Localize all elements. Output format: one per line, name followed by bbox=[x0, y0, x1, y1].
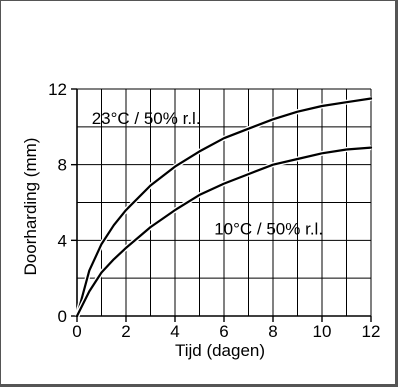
series-label-1: 23°C / 50% r.l. bbox=[92, 109, 201, 128]
y-axis-title: Doorharding (mm) bbox=[21, 138, 40, 276]
x-tick-label: 2 bbox=[121, 322, 130, 341]
x-tick-label: 6 bbox=[219, 322, 228, 341]
y-tick-label: 4 bbox=[58, 231, 67, 250]
y-tick-label: 0 bbox=[58, 307, 67, 326]
x-tick-label: 8 bbox=[268, 322, 277, 341]
x-axis-title: Tijd (dagen) bbox=[175, 341, 265, 360]
x-tick-label: 4 bbox=[170, 322, 179, 341]
annotations: 23°C / 50% r.l. 10°C / 50% r.l. bbox=[92, 109, 323, 239]
y-tick-label: 12 bbox=[48, 80, 67, 99]
x-tick-label: 12 bbox=[362, 322, 381, 341]
series-label-2: 10°C / 50% r.l. bbox=[214, 220, 323, 239]
y-tick-label: 8 bbox=[58, 156, 67, 175]
x-tick-label: 0 bbox=[72, 322, 81, 341]
series-lines bbox=[74, 96, 373, 318]
tick-labels: 0 2 4 6 8 10 12 0 4 8 12 bbox=[48, 80, 380, 341]
x-tick-label: 10 bbox=[313, 322, 332, 341]
axes bbox=[71, 88, 372, 322]
series-line-2 bbox=[75, 146, 373, 318]
series-line-1 bbox=[75, 97, 373, 318]
